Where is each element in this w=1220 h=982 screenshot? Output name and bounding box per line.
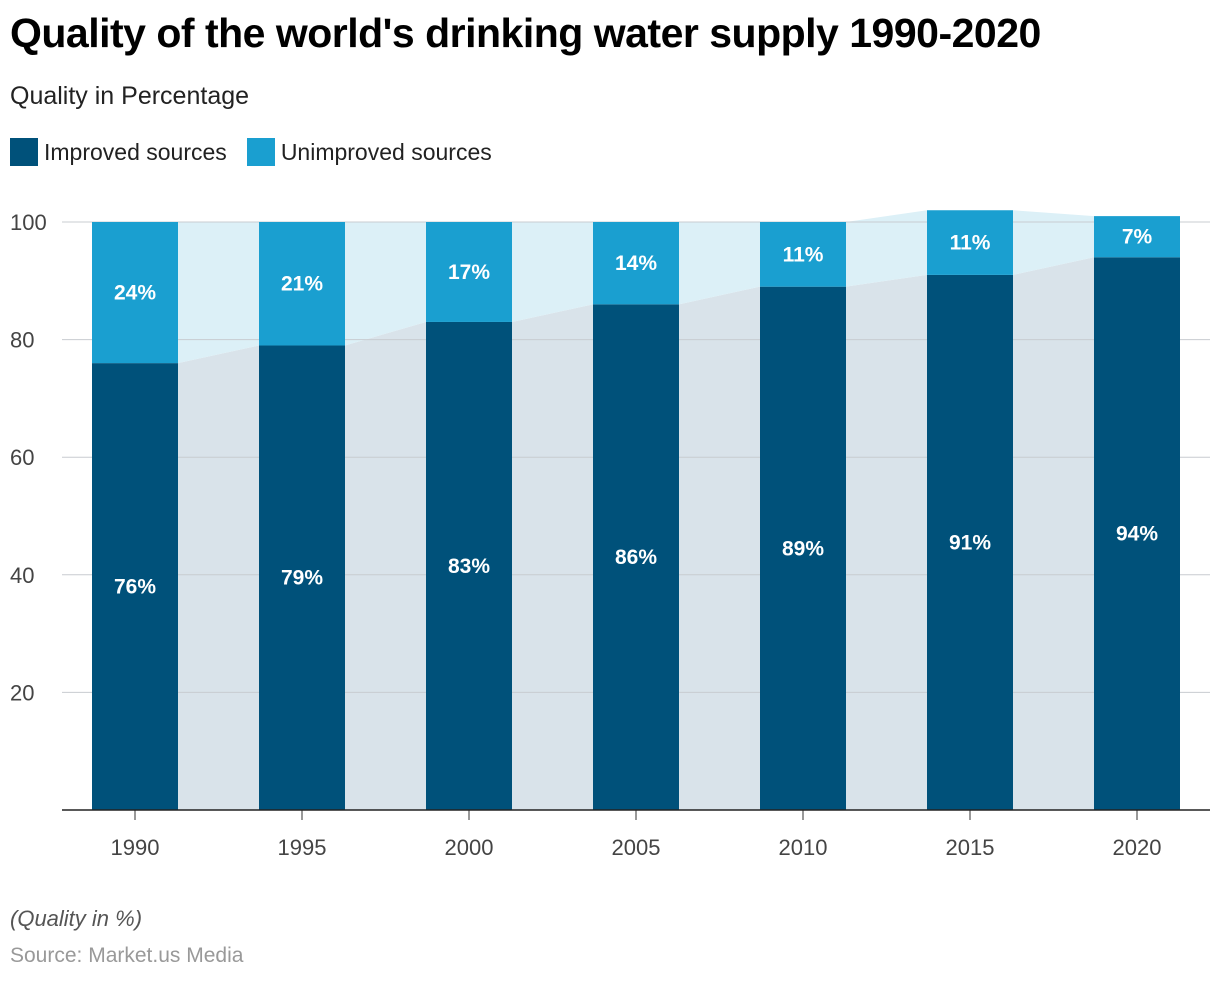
bar-unimproved-2010 — [760, 222, 846, 287]
connector-unimproved-2015 — [1013, 210, 1094, 275]
connector-improved-2005 — [679, 286, 760, 810]
legend-swatch-improved — [10, 138, 38, 166]
x-tick-label-1995: 1995 — [278, 835, 327, 860]
data-label-unimproved-2000: 17% — [448, 261, 490, 284]
chart-title: Quality of the world's drinking water su… — [10, 10, 1041, 56]
connector-improved-2015 — [1013, 257, 1094, 810]
bar-improved-2000 — [426, 321, 512, 810]
bar-improved-2015 — [927, 274, 1013, 810]
y-tick-label-100: 100 — [10, 210, 47, 235]
connector-unimproved-2005 — [679, 222, 760, 305]
legend-label-improved: Improved sources — [44, 138, 227, 165]
source-text: Source: Market.us Media — [10, 944, 244, 967]
data-label-improved-2015: 91% — [949, 531, 991, 554]
y-tick-label-40: 40 — [10, 563, 34, 588]
bar-unimproved-2015 — [927, 210, 1013, 275]
y-tick-label-60: 60 — [10, 445, 34, 470]
connector-improved-2010 — [846, 274, 927, 810]
connector-unimproved-1995 — [345, 222, 426, 346]
y-tick-label-20: 20 — [10, 680, 34, 705]
legend-swatch-unimproved — [246, 138, 275, 166]
x-tick-label-2005: 2005 — [612, 835, 661, 860]
data-label-unimproved-2015: 11% — [950, 232, 991, 255]
x-tick-label-2000: 2000 — [445, 835, 494, 860]
x-tick-label-2015: 2015 — [946, 835, 995, 860]
connector-unimproved-2010 — [846, 210, 927, 287]
data-label-unimproved-2020: 7% — [1122, 226, 1153, 249]
unit-note: (Quality in %) — [10, 906, 143, 931]
bar-unimproved-2020 — [1094, 216, 1180, 258]
legend-item-unimproved: Unimproved sources — [246, 138, 492, 166]
x-tick-label-1990: 1990 — [111, 835, 160, 860]
chart-subtitle: Quality in Percentage — [10, 82, 250, 110]
bar-unimproved-2005 — [593, 222, 679, 305]
legend-item-improved: Improved sources — [10, 138, 227, 166]
connector-unimproved-2000 — [512, 222, 593, 322]
connector-improved-1990 — [178, 345, 259, 810]
data-label-improved-2010: 89% — [782, 537, 824, 560]
bar-unimproved-1990 — [92, 222, 178, 364]
x-tick-label-2020: 2020 — [1113, 835, 1162, 860]
connector-unimproved-1990 — [178, 222, 259, 364]
data-label-improved-2020: 94% — [1116, 523, 1158, 546]
connector-improved-2000 — [512, 304, 593, 810]
bar-improved-2005 — [593, 304, 679, 810]
legend-label-unimproved: Unimproved sources — [280, 138, 492, 165]
legend: Improved sources Unimproved sources — [10, 136, 512, 168]
bar-improved-2020 — [1094, 257, 1180, 810]
stacked-bar-chart: 20 40 60 80 100 76% 24% 1990 79% 21% 1995 83% 17% 200… — [10, 210, 1210, 860]
data-label-improved-1995: 79% — [281, 567, 323, 590]
data-label-improved-2000: 83% — [448, 555, 490, 578]
bar-improved-1995 — [259, 345, 345, 810]
y-tick-label-80: 80 — [10, 328, 34, 353]
bar-improved-1990 — [92, 363, 178, 810]
bar-unimproved-1995 — [259, 222, 345, 346]
data-label-unimproved-2005: 14% — [615, 252, 657, 275]
data-label-improved-1990: 76% — [114, 576, 156, 599]
connector-improved-1995 — [345, 321, 426, 810]
data-label-unimproved-1995: 21% — [281, 273, 323, 296]
data-label-improved-2005: 86% — [615, 546, 657, 569]
bar-improved-2010 — [760, 286, 846, 810]
bar-unimproved-2000 — [426, 222, 512, 322]
x-tick-label-2010: 2010 — [779, 835, 828, 860]
data-label-unimproved-2010: 11% — [783, 243, 824, 266]
data-label-unimproved-1990: 24% — [114, 282, 156, 305]
